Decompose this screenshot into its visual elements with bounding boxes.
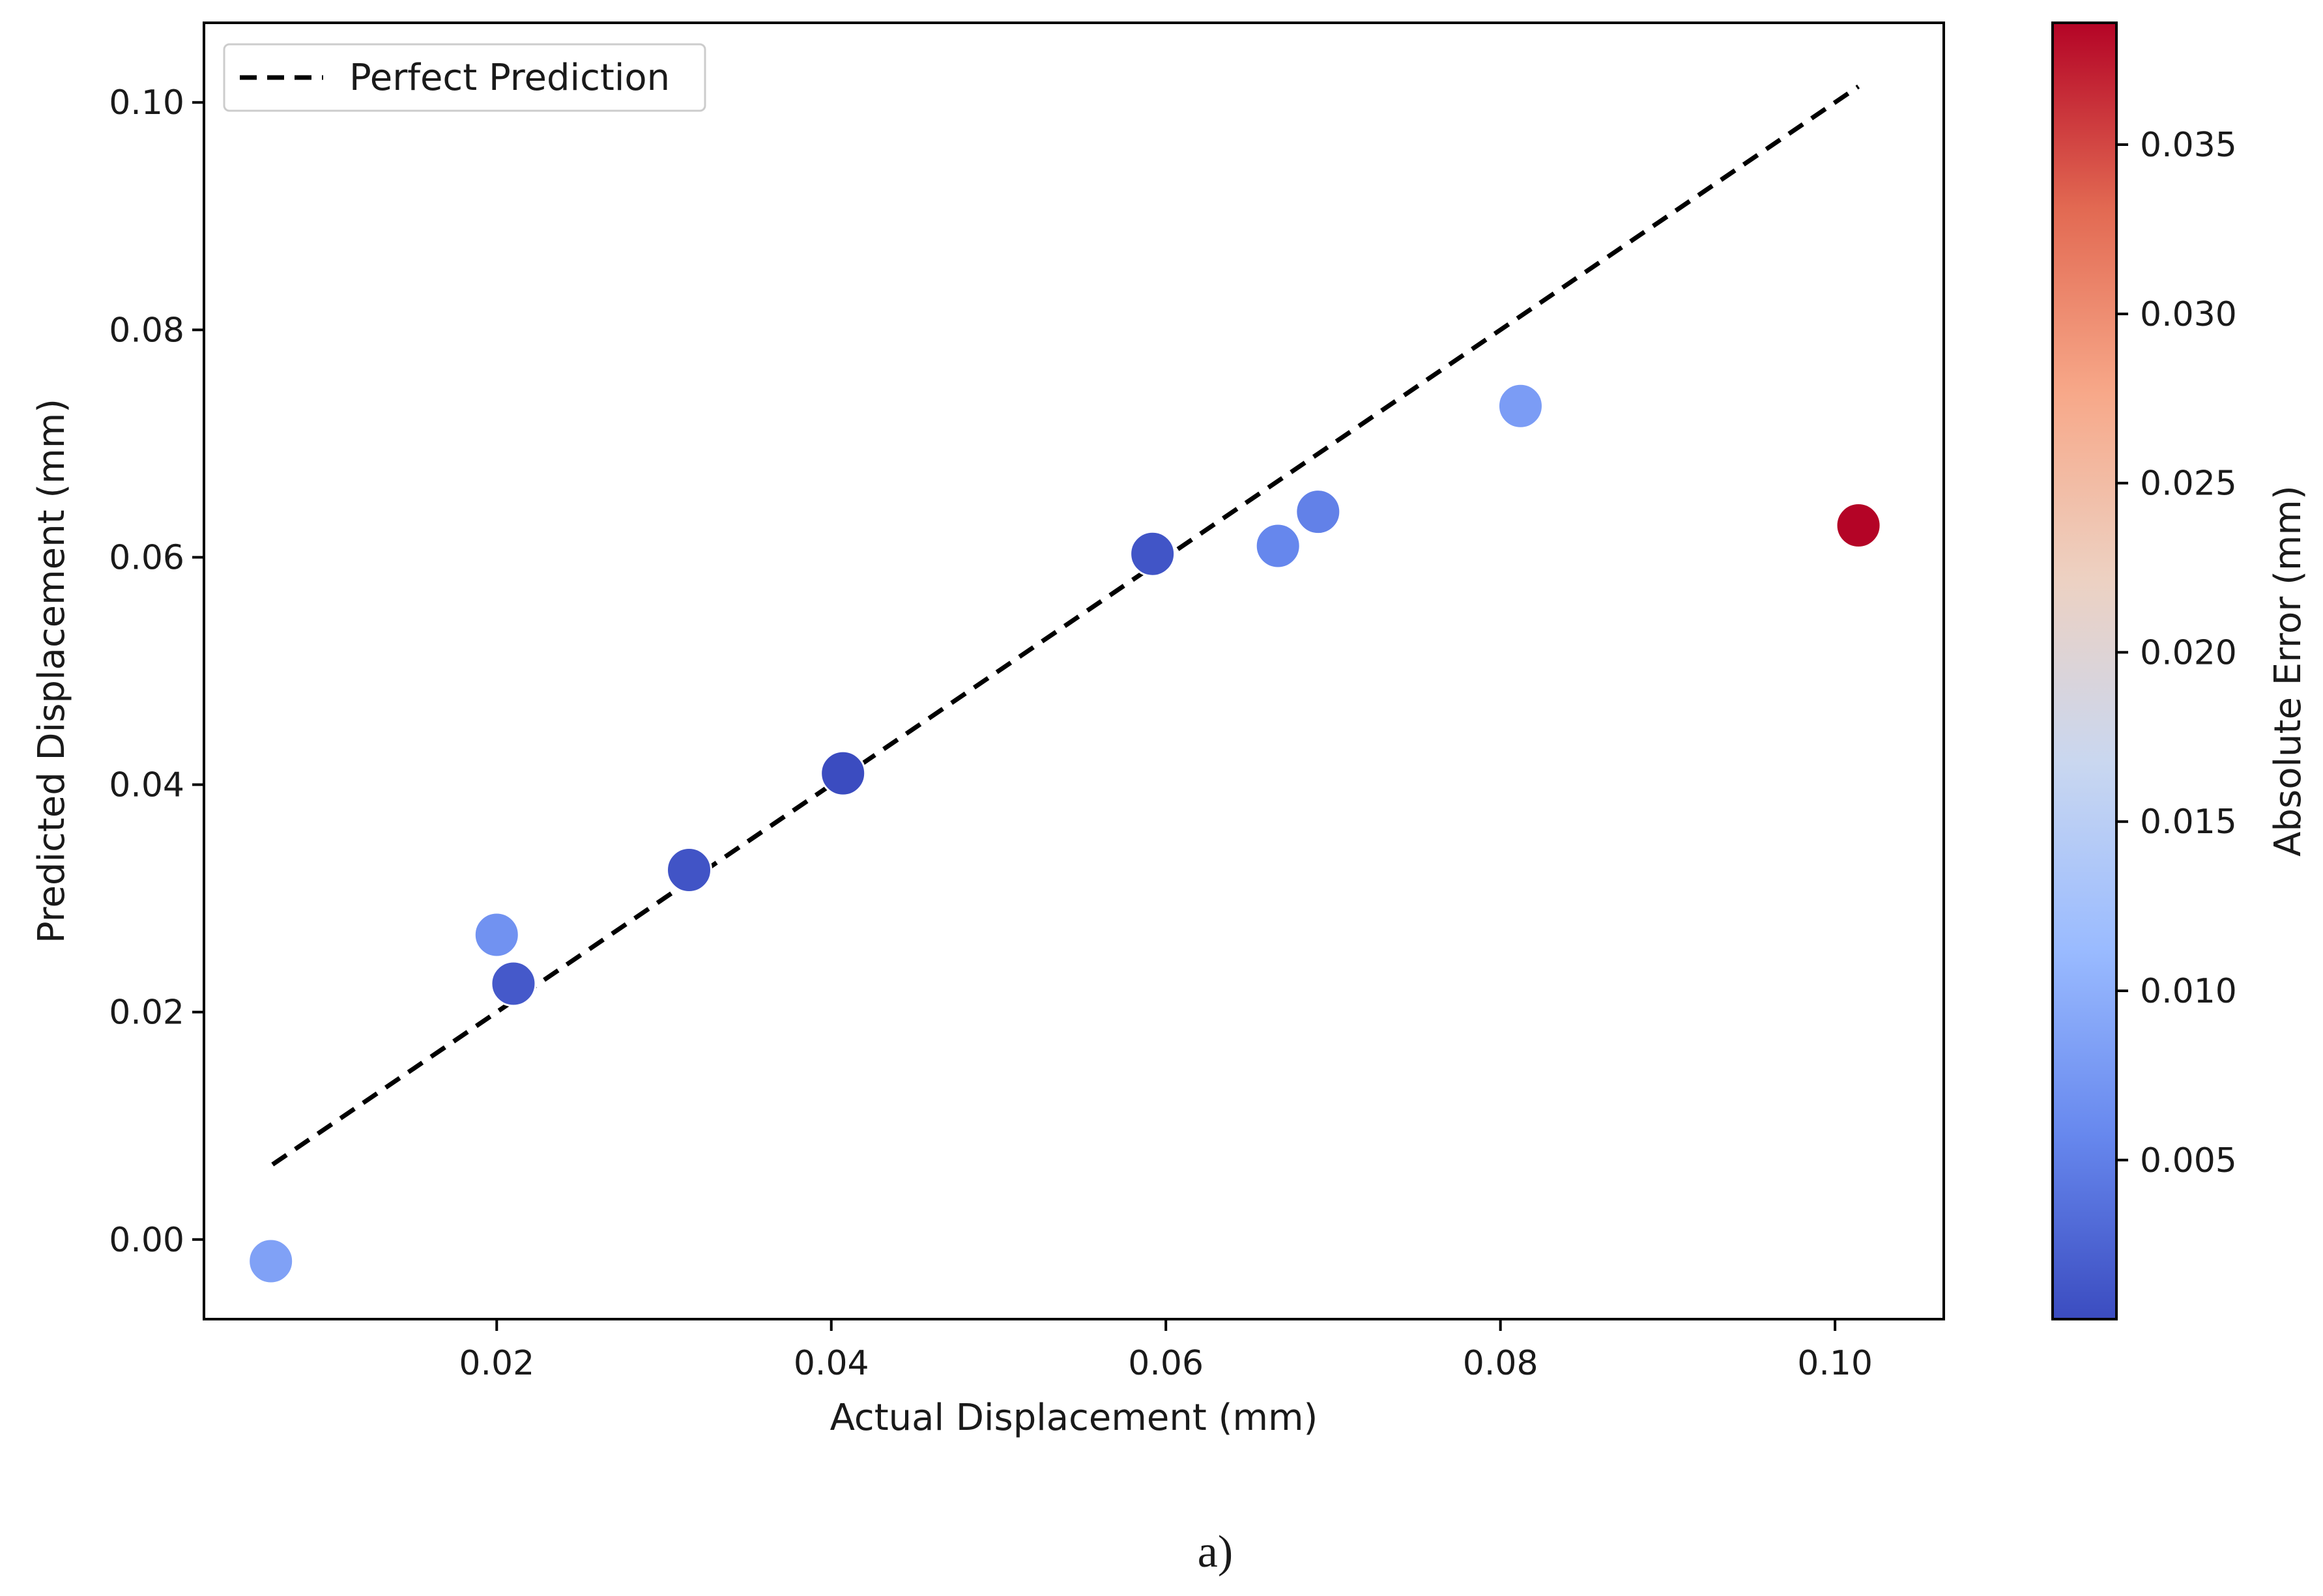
colorbar-label: Absolute Error (mm) bbox=[2267, 485, 2309, 857]
colorbar-tick-label: 0.035 bbox=[2140, 126, 2237, 165]
y-tick-label: 0.08 bbox=[109, 311, 184, 350]
colorbar-tick-label: 0.005 bbox=[2140, 1141, 2237, 1180]
colorbar-tick-label: 0.020 bbox=[2140, 633, 2237, 672]
colorbar-tick-label: 0.015 bbox=[2140, 803, 2237, 842]
data-point bbox=[666, 846, 713, 893]
data-point bbox=[1129, 530, 1176, 577]
colorbar-tick-label: 0.010 bbox=[2140, 972, 2237, 1011]
colorbar-tick-label: 0.030 bbox=[2140, 295, 2237, 334]
y-axis-label: Predicted Displacement (mm) bbox=[31, 399, 73, 943]
colorbar-ticks: 0.005 0.010 0.015 0.020 0.025 0.030 0.035 bbox=[2116, 126, 2237, 1180]
y-tick-label: 0.10 bbox=[109, 83, 184, 122]
y-tick-label: 0.04 bbox=[109, 766, 184, 805]
legend-label: Perfect Prediction bbox=[349, 57, 670, 99]
data-point bbox=[820, 750, 867, 797]
data-point bbox=[1497, 382, 1544, 429]
x-tick-label: 0.10 bbox=[1797, 1344, 1873, 1383]
data-points bbox=[248, 382, 1882, 1285]
figure-caption: a) bbox=[1198, 1527, 1233, 1577]
y-tick-label: 0.00 bbox=[109, 1221, 184, 1260]
data-point bbox=[473, 911, 520, 958]
legend: Perfect Prediction bbox=[223, 43, 706, 112]
x-tick-label: 0.08 bbox=[1463, 1344, 1538, 1383]
x-tick-label: 0.02 bbox=[459, 1344, 534, 1383]
x-tick-label: 0.06 bbox=[1128, 1344, 1204, 1383]
colorbar-tick-label: 0.025 bbox=[2140, 464, 2237, 504]
plot-area bbox=[203, 21, 1945, 1320]
x-axis-ticks: 0.02 0.04 0.06 0.08 0.10 bbox=[459, 1319, 1873, 1383]
y-axis-ticks: 0.00 0.02 0.04 0.06 0.08 0.10 bbox=[109, 83, 204, 1260]
x-axis-label: Actual Displacement (mm) bbox=[830, 1397, 1318, 1439]
y-tick-label: 0.06 bbox=[109, 538, 184, 577]
data-point bbox=[248, 1238, 295, 1285]
data-point bbox=[1835, 502, 1882, 549]
data-point bbox=[1295, 489, 1342, 535]
data-point bbox=[1254, 522, 1301, 569]
perfect-prediction-line bbox=[271, 84, 1860, 1167]
y-tick-label: 0.02 bbox=[109, 993, 184, 1033]
data-point bbox=[490, 960, 537, 1007]
colorbar bbox=[2051, 21, 2118, 1320]
x-tick-label: 0.04 bbox=[794, 1344, 869, 1383]
legend-box bbox=[223, 43, 706, 112]
